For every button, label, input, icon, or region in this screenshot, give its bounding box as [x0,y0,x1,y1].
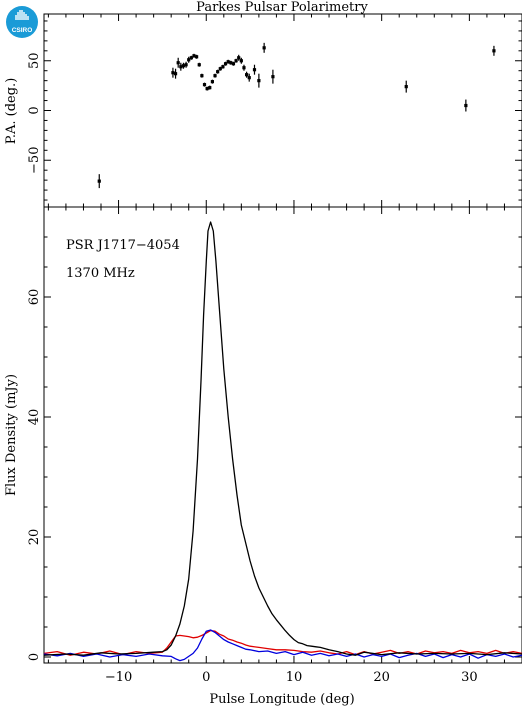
pa-point [97,179,101,183]
pa-point [404,85,408,89]
pa-point [176,61,180,65]
pa-point [229,61,233,65]
pa-point [205,87,209,91]
pa-point [197,63,201,67]
logo-bar-2 [19,10,21,20]
bottom-y-axis-label: Flux Density (mJy) [4,374,19,496]
pa-point [257,79,261,83]
pa-point [173,72,178,76]
pa-point [195,55,199,59]
pa-point [189,56,193,60]
logo-bar-6 [27,16,29,20]
x-tick-label: 10 [286,670,303,685]
profile-series [43,221,522,662]
logo-bar-0 [15,15,17,20]
pa-point [239,59,243,63]
logo-circle [6,6,38,38]
pa-point [184,63,188,67]
pa-point [252,68,257,72]
pa-point [171,71,175,75]
pa-point [245,73,249,77]
pa-point [223,62,228,66]
pa-point [179,65,183,69]
pa-point [247,76,251,80]
top-panel-axes: −50 0 50 [27,14,522,207]
x-tick-label: −10 [105,670,132,685]
pa-point [218,67,222,71]
pa-point [221,65,225,69]
x-tick-label: 20 [373,670,390,685]
logo-bar-5 [25,14,27,20]
pa-point [234,59,238,63]
pa-point [208,86,212,90]
pa-point [210,80,214,84]
x-tick-label: 30 [461,670,478,685]
chart-title: Parkes Pulsar Polarimetry [196,0,368,15]
pa-point [213,74,217,78]
bottom-y-tick-label: 60 [27,289,42,306]
pa-point [181,64,186,68]
pa-point [262,46,266,50]
frequency-annotation: 1370 MHz [66,266,135,281]
pa-point [231,62,236,66]
pa-point [492,49,496,53]
pa-point [202,83,207,87]
pa-point [216,70,220,74]
pa-point [226,60,230,64]
pa-point [237,56,241,60]
pa-data-points [97,42,496,189]
top-y-tick-label: 50 [27,52,42,69]
bottom-y-tick-label: 20 [27,529,42,546]
bottom-panel-frame [43,206,522,664]
psr-name-annotation: PSR J1717−4054 [66,238,180,253]
logo-bar-3 [21,10,23,20]
pa-point [464,103,468,108]
bottom-y-tick-label: 0 [27,653,42,661]
logo-bar-1 [17,12,19,20]
top-y-axis-label: P.A. (deg.) [4,78,19,145]
total-flux-line [43,221,522,656]
circular-flux-line [43,629,522,662]
x-tick-label: 0 [202,670,210,685]
x-axis-label: Pulse Longitude (deg) [209,692,354,707]
logo-bar-4 [23,12,25,20]
csiro-logo: CSIRO [6,6,38,38]
logo-text: CSIRO [12,27,33,34]
top-y-tick-label: −50 [27,147,42,174]
pa-point [187,58,191,62]
top-y-tick-label: 0 [27,106,42,114]
bottom-panel-axes: −10 0 10 20 30 0 20 40 60 [27,207,522,685]
bottom-y-tick-label: 40 [27,409,42,426]
pa-point [242,66,246,70]
pa-point [200,74,204,78]
top-panel-frame [43,13,522,208]
pa-point [192,54,196,58]
pa-point [271,75,275,79]
logo-bars-icon [15,10,29,20]
